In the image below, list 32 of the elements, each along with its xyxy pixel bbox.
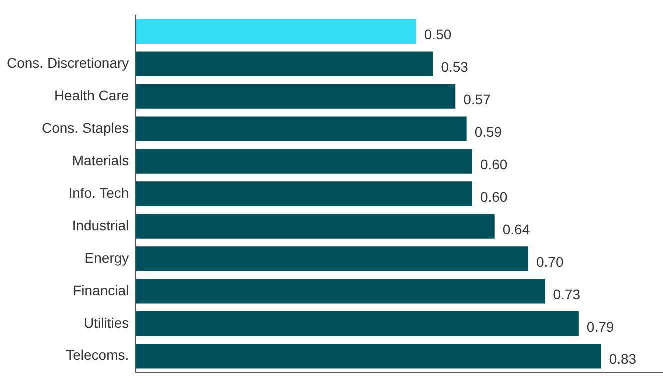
bar — [136, 84, 456, 109]
bar — [136, 214, 495, 239]
data-label: 0.70 — [536, 254, 564, 270]
bar — [136, 182, 472, 206]
data-label: 0.73 — [553, 286, 581, 302]
data-label: 0.59 — [474, 124, 502, 140]
data-label: 0.60 — [480, 156, 508, 172]
y-tick-label: Financial — [73, 282, 130, 298]
data-label: 0.79 — [586, 318, 614, 335]
y-tick-label: Info. Tech — [68, 184, 130, 201]
bar — [136, 246, 528, 272]
data-label: 0.60 — [480, 188, 508, 205]
bar — [136, 279, 546, 304]
y-tick-label: Energy — [84, 250, 130, 266]
y-tick-label: Telecoms. — [66, 347, 130, 364]
y-tick-label: Utilities — [84, 314, 130, 331]
bar — [136, 344, 602, 369]
data-label: 0.50 — [424, 26, 452, 42]
data-label: 0.64 — [502, 221, 530, 238]
bar — [136, 312, 579, 336]
bar — [136, 52, 434, 76]
y-tick-label: Cons. Discretionary — [6, 54, 130, 71]
bar — [136, 19, 416, 44]
y-tick-label: Health Care — [54, 87, 130, 104]
data-label: 0.57 — [464, 91, 492, 108]
data-label: 0.53 — [441, 58, 469, 75]
bar — [136, 116, 467, 142]
y-tick-label: Industrial — [72, 217, 130, 234]
data-label: 0.83 — [609, 351, 637, 368]
y-tick-label: Cons. Staples — [42, 120, 130, 136]
bar — [136, 149, 472, 174]
y-tick-label: Materials — [72, 152, 130, 168]
